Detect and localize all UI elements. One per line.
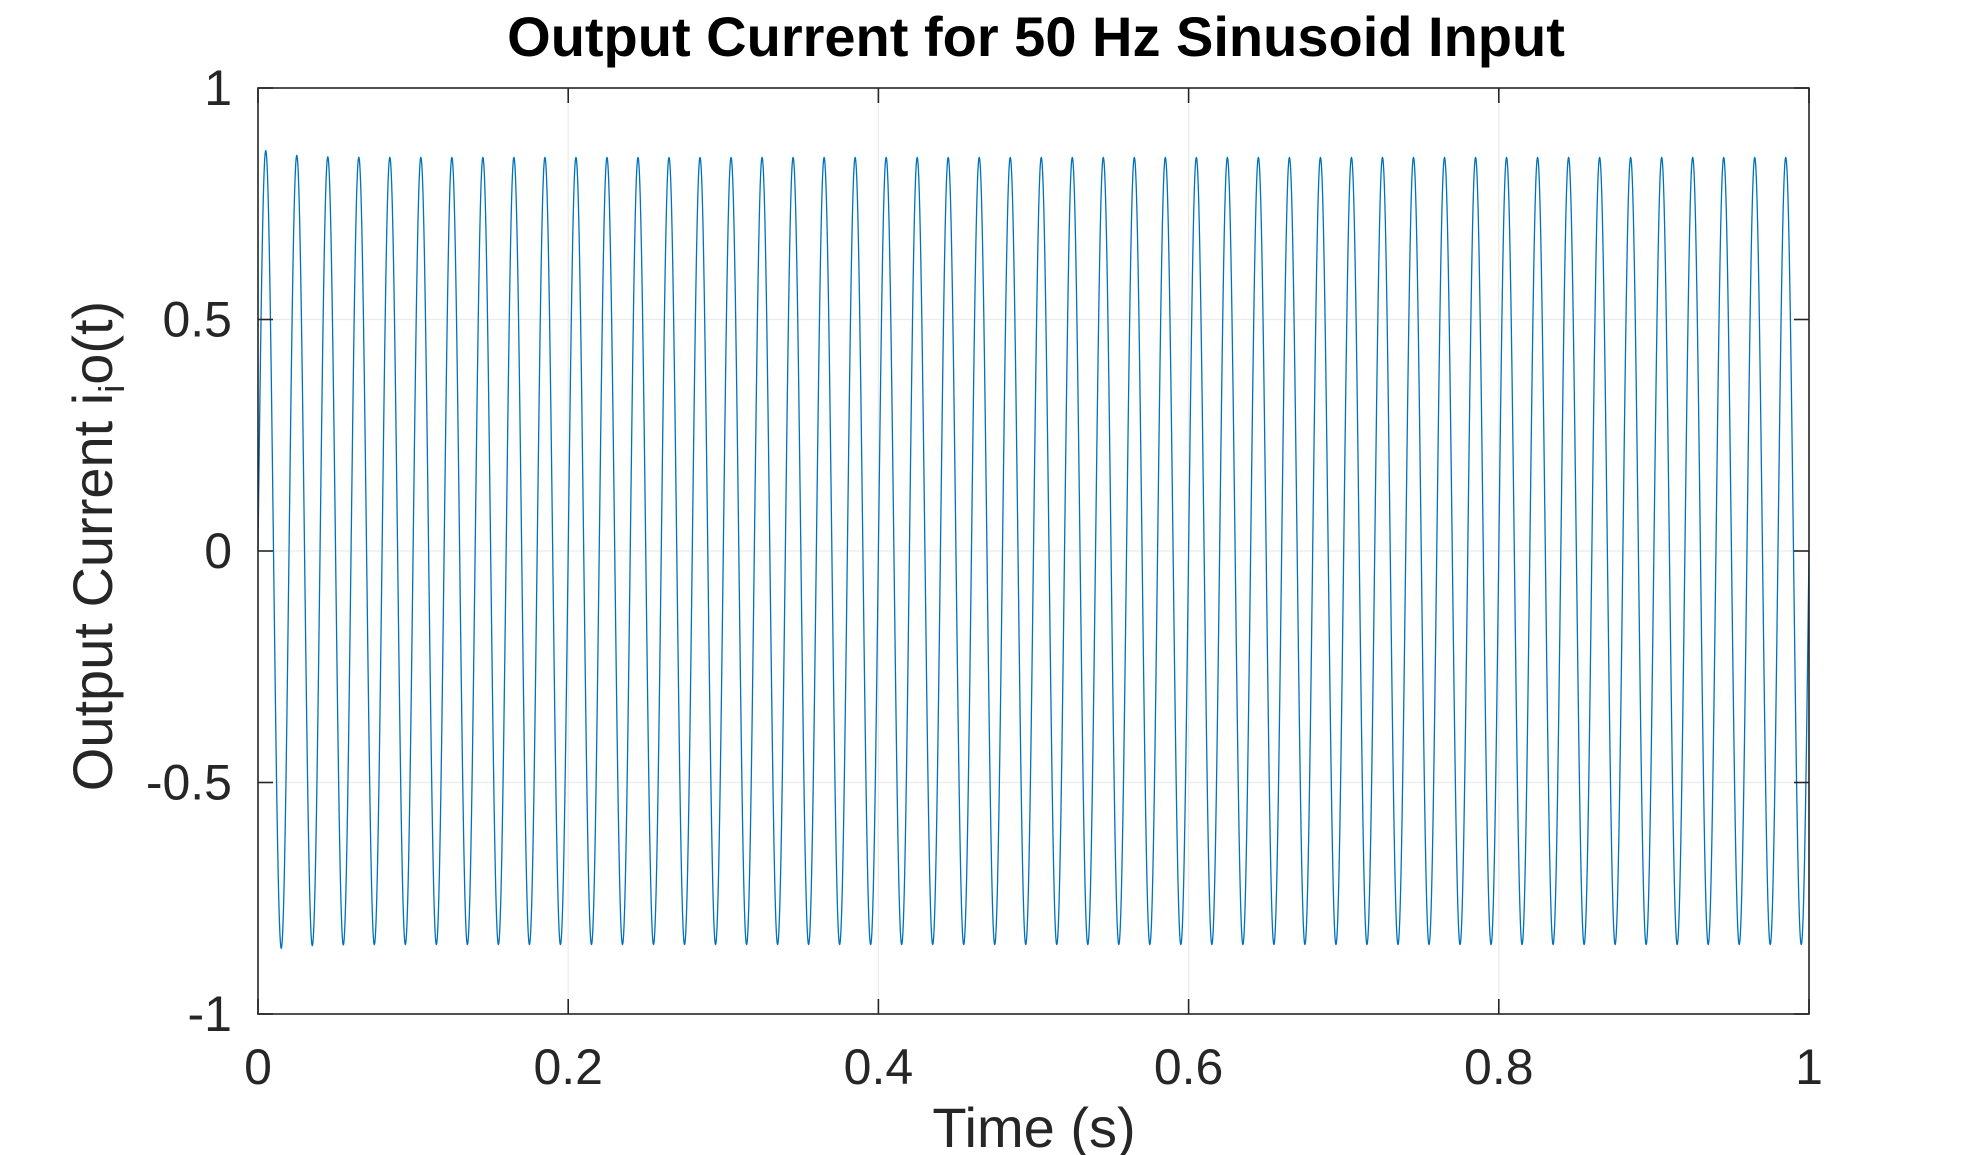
x-tick-label: 0.6 [1154, 1039, 1224, 1095]
x-axis-label: Time (s) [932, 1096, 1135, 1155]
y-tick-label: 0 [204, 523, 232, 579]
series-line [257, 149, 1810, 949]
y-axis-label-main: Output Current i [61, 393, 124, 791]
x-tick-label: 0.8 [1464, 1039, 1534, 1095]
y-tick-label: -0.5 [146, 755, 232, 811]
y-tick-label: 0.5 [162, 292, 232, 348]
series-line-group [257, 149, 1810, 949]
chart-title: Output Current for 50 Hz Sinusoid Input [507, 5, 1565, 68]
y-axis-label: Output Current iio(t) [61, 301, 132, 791]
y-axis-label-tail: o(t) [61, 301, 124, 385]
y-axis-label-subscript: i [91, 385, 132, 393]
x-tick-label: 0.4 [844, 1039, 914, 1095]
tick-labels: 0 0.2 0.4 0.6 0.8 1 -1 -0.5 0 0.5 1 [146, 60, 1823, 1095]
x-tick-label: 1 [1795, 1039, 1823, 1095]
tick-marks [257, 87, 1810, 1015]
y-tick-label: 1 [204, 60, 232, 116]
x-tick-label: 0.2 [533, 1039, 603, 1095]
y-tick-label: -1 [188, 986, 232, 1042]
y-axis-label-group: Output Current iio(t) [61, 301, 132, 791]
x-tick-label: 0 [244, 1039, 272, 1095]
